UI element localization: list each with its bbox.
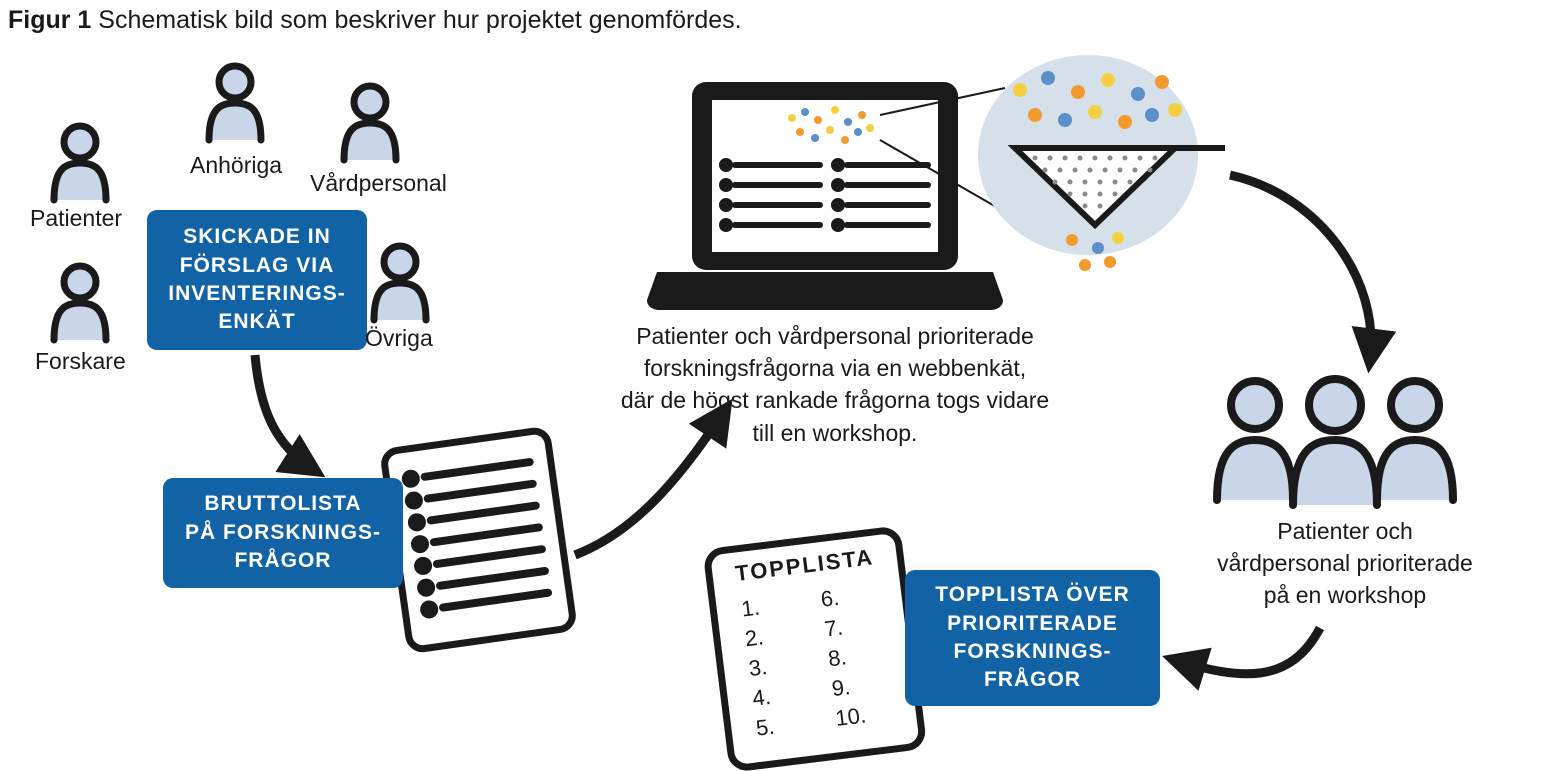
- toplist-l-0: 1.: [740, 595, 761, 622]
- label-vardpersonal: Vårdpersonal: [310, 170, 447, 197]
- person-vardpersonal-icon: [344, 86, 396, 160]
- toplist-l-2: 3.: [747, 654, 768, 681]
- toplist-l-4: 5.: [755, 714, 776, 741]
- label-patienter: Patienter: [30, 205, 122, 232]
- toplist-r-0: 6.: [819, 585, 840, 612]
- label-ovriga: Övriga: [365, 325, 433, 352]
- arrow-3: [1230, 175, 1371, 360]
- bluebox-inventory: SKICKADE IN FÖRSLAG VIA INVENTERINGS- EN…: [147, 210, 367, 350]
- toplist-r-1: 7.: [823, 615, 844, 642]
- label-anhoriga: Anhöriga: [190, 152, 282, 179]
- toplist-l-1: 2.: [744, 624, 765, 651]
- arrow-1: [255, 355, 314, 470]
- toplist-card-icon: TOPPLISTA 1. 2. 3. 4. 5. 6. 7. 8. 9. 10.: [706, 529, 923, 769]
- toplist-r-3: 9.: [830, 674, 851, 701]
- label-forskare: Forskare: [35, 348, 126, 375]
- workshop-description: Patienter och vårdpersonal prioriterade …: [1190, 515, 1500, 612]
- bluebox-gross-list: BRUTTOLISTA PÅ FORSKNINGS- FRÅGOR: [163, 478, 403, 588]
- person-ovriga-icon: [374, 246, 426, 320]
- person-anhoriga-icon: [209, 66, 261, 140]
- laptop-icon: [647, 82, 1005, 310]
- person-group-icon: [1217, 379, 1453, 505]
- arrow-4: [1175, 628, 1320, 674]
- bluebox-toplist: TOPPLISTA ÖVER PRIORITERADE FORSKNINGS- …: [905, 570, 1160, 706]
- funnel-icon: [978, 55, 1225, 271]
- document-icon: [383, 429, 574, 650]
- person-patienter-icon: [54, 126, 106, 200]
- toplist-r-4: 10.: [834, 702, 867, 731]
- laptop-description: Patienter och vårdpersonal prioriterade …: [600, 320, 1070, 449]
- toplist-l-3: 4.: [751, 684, 772, 711]
- person-forskare-icon: [54, 266, 106, 340]
- toplist-r-2: 8.: [827, 644, 848, 671]
